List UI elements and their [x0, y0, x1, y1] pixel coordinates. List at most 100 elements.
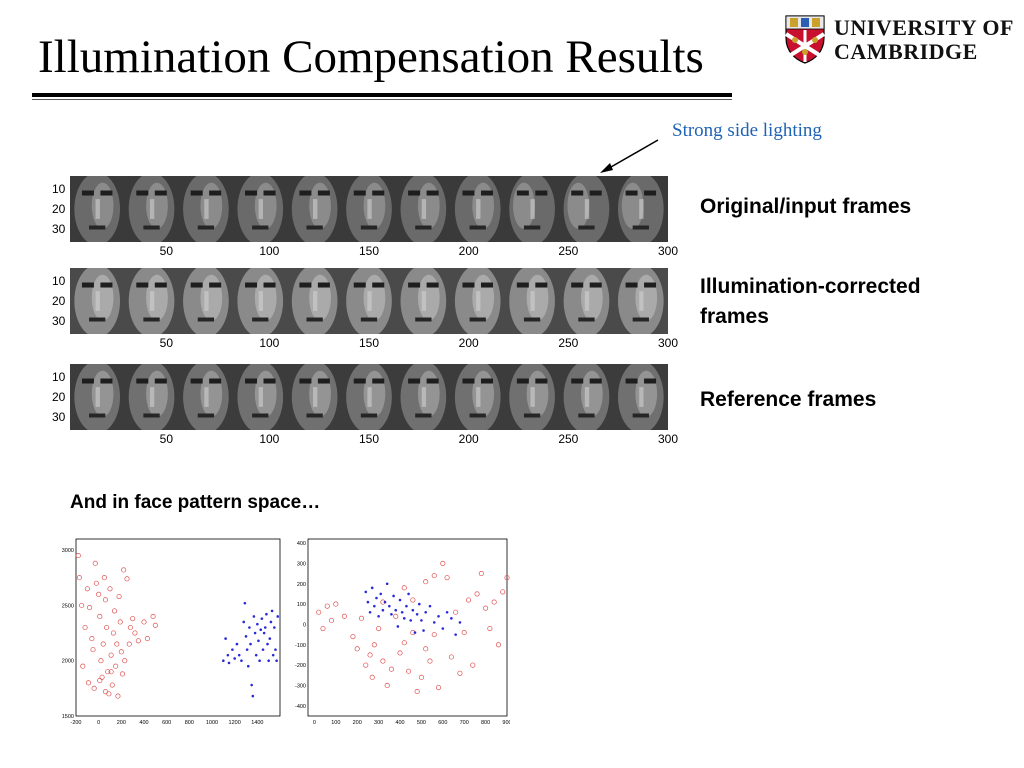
face-frame — [233, 268, 288, 334]
red-circle-point — [384, 682, 390, 689]
red-circle-point — [376, 625, 382, 632]
red-circle-point — [97, 613, 103, 619]
blue-dot-point — [249, 642, 252, 646]
plot-ytick-label: -400 — [295, 704, 306, 710]
face-frame — [450, 268, 506, 334]
red-circle-point — [122, 658, 128, 664]
blue-dot-point — [400, 610, 404, 614]
red-circle-point — [363, 662, 369, 668]
strip-xtick-label: 50 — [159, 432, 174, 446]
red-circle-point — [79, 602, 85, 608]
blue-dot-point — [417, 602, 421, 606]
plot-ytick-label: 2500 — [62, 603, 74, 609]
strip-xtick-label: 250 — [558, 336, 579, 350]
plot-xtick-label: 1000 — [206, 720, 218, 726]
red-circle-point — [333, 601, 339, 607]
blue-dot-point — [458, 621, 462, 624]
red-circle-point — [126, 641, 132, 647]
strip-xtick-label: 150 — [359, 432, 380, 446]
face-frame — [341, 364, 397, 430]
blue-dot-point — [257, 639, 260, 643]
face-frame — [341, 176, 397, 242]
red-circle-point — [76, 575, 82, 581]
strip-ytick-label: 20 — [52, 294, 66, 308]
red-circle-point — [102, 689, 109, 695]
face-frame — [287, 364, 343, 430]
red-circle-point — [121, 567, 127, 573]
blue-dot-point — [375, 596, 378, 600]
face-frame — [613, 268, 668, 334]
face-frame — [450, 176, 506, 242]
blue-dot-point — [373, 604, 376, 608]
red-circle-point — [104, 624, 110, 631]
blue-dot-point — [269, 620, 273, 624]
red-circle-point — [89, 636, 95, 642]
blue-dot-point — [370, 586, 374, 590]
blue-dot-point — [381, 608, 385, 612]
subheading: And in face pattern space… — [70, 492, 321, 513]
blue-dot-point — [366, 600, 370, 604]
blue-dot-point — [242, 620, 246, 624]
face-frame — [178, 364, 234, 430]
red-circle-point — [98, 658, 104, 664]
red-circle-point — [116, 593, 122, 600]
red-circle-point — [113, 663, 119, 669]
red-circle-point — [87, 605, 93, 611]
face-frame — [559, 268, 615, 334]
blue-dot-point — [364, 590, 368, 594]
red-circle-point — [117, 619, 123, 625]
strip-row-label: Original/input frames — [700, 195, 912, 218]
face-frame — [559, 364, 615, 430]
strip-xtick-label: 100 — [259, 336, 280, 350]
blue-dot-point — [276, 615, 280, 618]
blue-dot-point — [253, 631, 257, 635]
red-circle-point — [96, 591, 102, 597]
red-circle-point — [93, 580, 99, 586]
plot-xtick-label: 800 — [185, 720, 194, 726]
red-circle-point — [109, 682, 115, 688]
plot-frame — [75, 538, 281, 717]
blue-dot-point — [411, 608, 415, 612]
strip-ytick-label: 10 — [52, 370, 66, 384]
slide-title: Illumination Compensation Results — [38, 31, 704, 83]
strip-ytick-label: 30 — [52, 410, 66, 424]
red-circle-point — [474, 591, 480, 597]
blue-dot-point — [266, 642, 269, 646]
red-circle-point — [119, 671, 126, 677]
strip-xtick-label: 100 — [259, 432, 280, 446]
blue-dot-point — [390, 612, 393, 616]
blue-dot-point — [226, 653, 230, 657]
frame-strip-image — [70, 176, 668, 242]
red-circle-point — [90, 647, 96, 653]
red-circle-point — [465, 597, 472, 603]
plot-xtick-label: 300 — [374, 720, 383, 726]
red-circle-point — [358, 615, 365, 621]
red-circle-point — [431, 632, 437, 638]
red-circle-point — [341, 613, 347, 619]
plot-xtick-label: 1400 — [251, 720, 263, 726]
red-circle-point — [504, 575, 510, 581]
red-circle-point — [487, 625, 493, 632]
strip-ytick-label: 30 — [52, 222, 66, 236]
plot-xtick-label: 600 — [438, 720, 447, 726]
face-frame — [233, 176, 288, 242]
blue-dot-point — [432, 621, 436, 624]
blue-dot-point — [392, 594, 395, 598]
strip-xtick-label: 250 — [558, 244, 579, 258]
blue-dot-point — [454, 633, 457, 636]
red-circle-point — [491, 599, 497, 605]
red-circle-point — [431, 573, 437, 579]
frame-strip-image — [70, 364, 668, 430]
blue-dot-point — [267, 659, 270, 662]
red-circle-point — [75, 553, 81, 559]
strip-ytick-label: 30 — [52, 314, 66, 328]
strip-ytick-label: 10 — [52, 274, 66, 288]
strip-xtick-label: 300 — [658, 244, 679, 258]
red-circle-point — [448, 654, 454, 660]
blue-dot-point — [243, 601, 247, 605]
red-circle-point — [101, 575, 107, 581]
title-underline-thin — [32, 99, 732, 100]
blue-dot-point — [379, 592, 383, 596]
blue-dot-point — [251, 694, 255, 698]
red-circle-point — [108, 652, 114, 658]
